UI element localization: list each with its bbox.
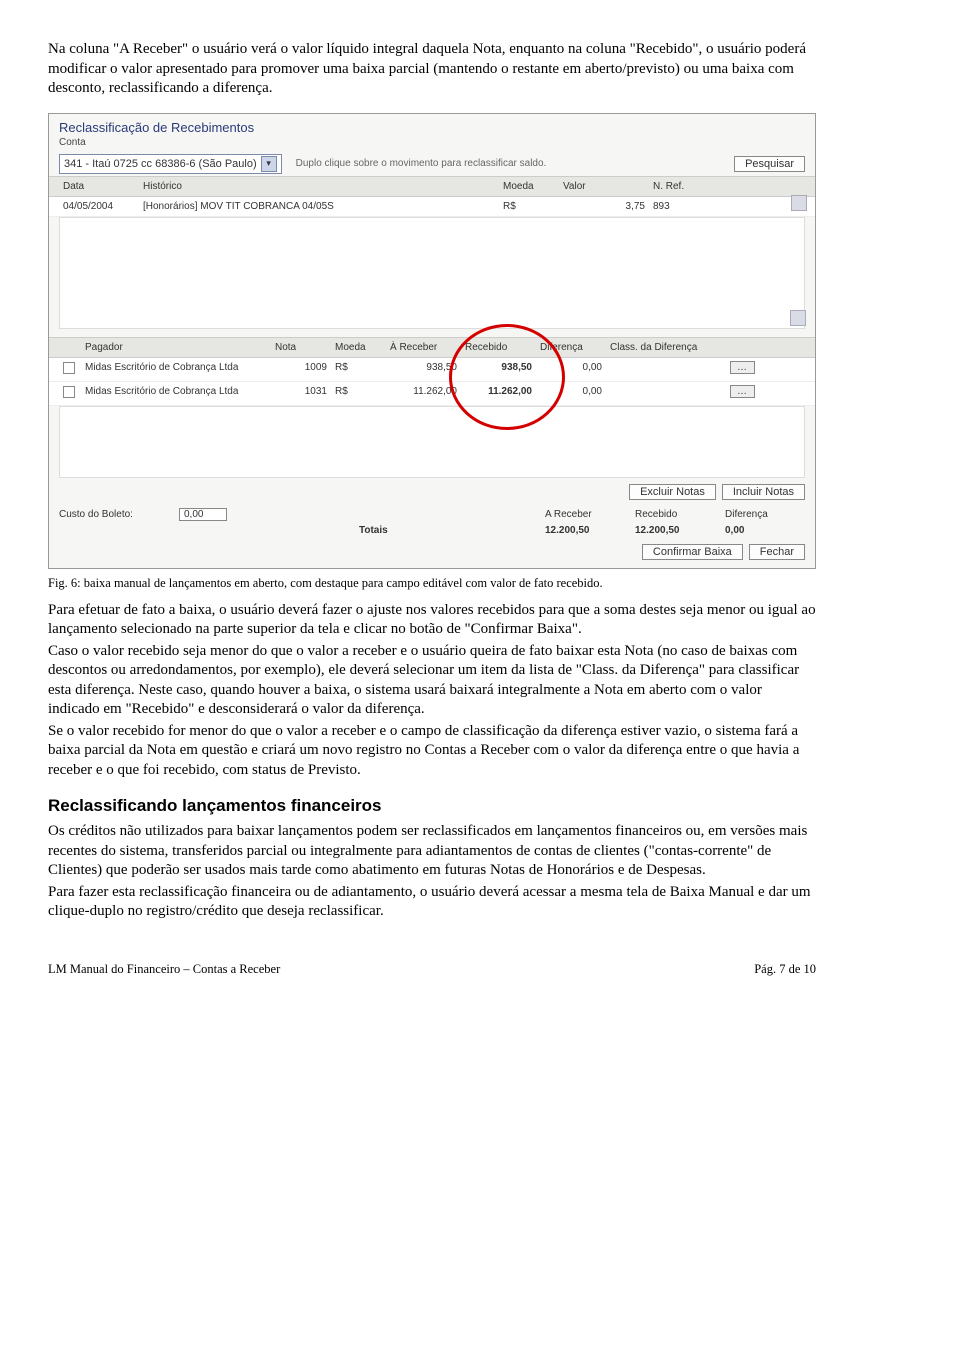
col-nref: N. Ref.: [649, 179, 719, 194]
col-data: Data: [59, 179, 139, 194]
col-classdif: Class. da Diferença: [606, 340, 756, 355]
conta-select[interactable]: 341 - Itaú 0725 cc 68386-6 (São Paulo) ▾: [59, 154, 282, 174]
cell-nref: 893: [649, 199, 719, 214]
notas-header: Pagador Nota Moeda À Receber Recebido Di…: [49, 337, 815, 358]
section-p2: Para fazer esta reclassificação financei…: [48, 883, 816, 922]
cell-moeda: R$: [331, 360, 386, 379]
chevron-down-icon: ▾: [261, 156, 277, 172]
confirmar-baixa-button[interactable]: Confirmar Baixa: [642, 544, 743, 560]
row-checkbox[interactable]: [63, 362, 75, 374]
classdif-picker[interactable]: …: [730, 361, 755, 374]
cell-dif: 0,00: [536, 360, 606, 379]
col-moeda2: Moeda: [331, 340, 386, 355]
col-moeda: Moeda: [499, 179, 559, 194]
conta-value: 341 - Itaú 0725 cc 68386-6 (São Paulo): [64, 158, 257, 170]
scroll-down-icon[interactable]: [790, 310, 806, 326]
row-checkbox[interactable]: [63, 386, 75, 398]
intro-paragraph: Na coluna "A Receber" o usuário verá o v…: [48, 40, 816, 99]
cell-moeda: R$: [331, 384, 386, 403]
section-heading: Reclassificando lançamentos financeiros: [48, 796, 816, 816]
totals-values: Totais 12.200,50 12.200,50 0,00: [49, 523, 815, 538]
col-areceber: À Receber: [386, 340, 461, 355]
custo-label: Custo do Boleto:: [59, 509, 179, 520]
tot-areceber-label: A Receber: [545, 509, 635, 520]
excluir-notas-button[interactable]: Excluir Notas: [629, 484, 716, 500]
tot-areceber: 12.200,50: [545, 525, 635, 536]
scroll-up-icon[interactable]: [791, 195, 807, 211]
page-footer: LM Manual do Financeiro – Contas a Receb…: [48, 962, 816, 977]
cell-recebido[interactable]: 11.262,00: [461, 384, 536, 403]
body-p1: Para efetuar de fato a baixa, o usuário …: [48, 601, 816, 640]
cell-moeda: R$: [499, 199, 559, 214]
movimentos-header: Data Histórico Moeda Valor N. Ref.: [49, 176, 815, 197]
cell-nota: 1009: [271, 360, 331, 379]
tot-dif: 0,00: [725, 525, 805, 536]
cell-dif: 0,00: [536, 384, 606, 403]
pesquisar-button[interactable]: Pesquisar: [734, 156, 805, 172]
section-p1: Os créditos não utilizados para baixar l…: [48, 822, 816, 881]
body-p2: Caso o valor recebido seja menor do que …: [48, 642, 816, 720]
cell-data: 04/05/2004: [59, 199, 139, 214]
ui-window: Reclassificação de Recebimentos Conta 34…: [48, 113, 816, 569]
fechar-button[interactable]: Fechar: [749, 544, 805, 560]
totals-labels: Custo do Boleto: 0,00 A Receber Recebido…: [49, 506, 815, 523]
nota-row[interactable]: Midas Escritório de Cobrança Ltda 1031 R…: [49, 382, 815, 406]
col-nota: Nota: [271, 340, 331, 355]
cell-areceber: 938,50: [386, 360, 461, 379]
cell-valor: 3,75: [559, 199, 649, 214]
cell-pagador: Midas Escritório de Cobrança Ltda: [81, 384, 271, 403]
cell-recebido[interactable]: 938,50: [461, 360, 536, 379]
col-historico: Histórico: [139, 179, 499, 194]
col-recebido: Recebido: [461, 340, 536, 355]
cell-areceber: 11.262,00: [386, 384, 461, 403]
tot-dif-label: Diferença: [725, 509, 805, 520]
tot-recebido-label: Recebido: [635, 509, 725, 520]
cell-pagador: Midas Escritório de Cobrança Ltda: [81, 360, 271, 379]
body-p3: Se o valor recebido for menor do que o v…: [48, 722, 816, 781]
cell-nota: 1031: [271, 384, 331, 403]
col-pagador: Pagador: [81, 340, 271, 355]
movimento-row[interactable]: 04/05/2004 [Honorários] MOV TIT COBRANCA…: [49, 197, 815, 217]
custo-input[interactable]: 0,00: [179, 508, 227, 521]
footer-left: LM Manual do Financeiro – Contas a Receb…: [48, 962, 280, 977]
window-title: Reclassificação de Recebimentos: [49, 114, 815, 137]
col-dif: Diferença: [536, 340, 606, 355]
footer-right: Pág. 7 de 10: [754, 962, 816, 977]
hint-text: Duplo clique sobre o movimento para recl…: [288, 158, 728, 169]
figure-caption: Fig. 6: baixa manual de lançamentos em a…: [48, 575, 816, 591]
movimentos-blank: [59, 217, 805, 329]
incluir-notas-button[interactable]: Incluir Notas: [722, 484, 805, 500]
totais-label: Totais: [359, 525, 429, 536]
classdif-picker[interactable]: …: [730, 385, 755, 398]
notas-blank: [59, 406, 805, 478]
conta-label: Conta: [49, 137, 815, 152]
col-valor: Valor: [559, 179, 649, 194]
nota-row[interactable]: Midas Escritório de Cobrança Ltda 1009 R…: [49, 358, 815, 382]
tot-recebido: 12.200,50: [635, 525, 725, 536]
cell-hist: [Honorários] MOV TIT COBRANCA 04/05S: [139, 199, 499, 214]
